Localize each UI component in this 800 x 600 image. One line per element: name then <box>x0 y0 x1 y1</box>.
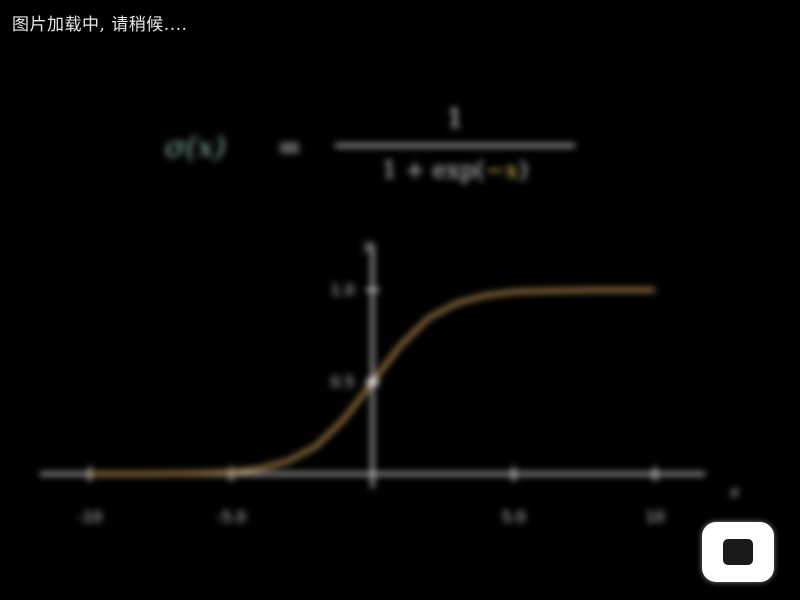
formula-fraction-bar <box>335 144 575 147</box>
x-tick-label: -5.0 <box>217 508 246 526</box>
x-tick-label: -10 <box>78 508 103 526</box>
x-tick-label: 5.0 <box>502 508 526 526</box>
y-tick-label: 1.0 <box>331 281 355 299</box>
play-icon <box>723 539 753 565</box>
formula-lhs: σ(x) <box>165 130 226 165</box>
y-axis-label: y <box>363 236 374 254</box>
formula-denominator: 1 + exp(−x) <box>325 156 585 184</box>
formula-equals: = <box>277 130 303 165</box>
formula-fraction: 1 1 + exp(−x) <box>325 100 585 210</box>
formula-denominator-suffix: ) <box>518 156 529 184</box>
midpoint-marker <box>367 377 378 387</box>
x-tick-label: 10 <box>645 508 664 526</box>
formula-numerator: 1 <box>446 104 464 134</box>
x-axis-label: x <box>729 483 739 501</box>
sigmoid-formula: σ(x) = 1 1 + exp(−x) <box>165 100 595 210</box>
formula-denominator-arg: −x <box>485 156 519 184</box>
loading-status-text: 图片加载中, 请稍候.... <box>12 15 188 35</box>
play-button[interactable] <box>702 522 774 582</box>
formula-denominator-prefix: 1 + exp( <box>381 156 486 184</box>
y-tick-label: 0.5 <box>331 373 355 391</box>
